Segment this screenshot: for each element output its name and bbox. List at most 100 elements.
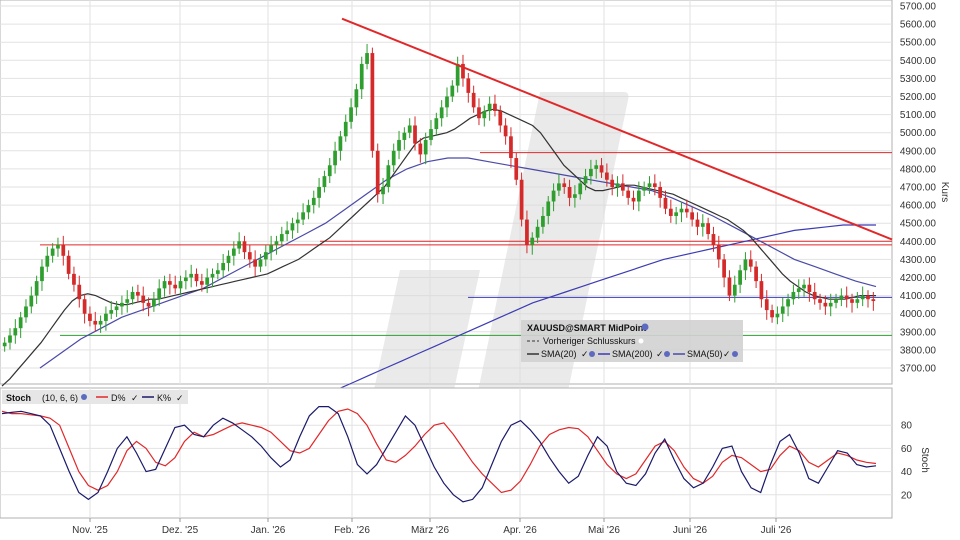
candle-body [844,295,849,300]
candle-body [269,244,273,253]
d-check-icon[interactable]: ✓ [131,393,139,403]
price-legend: XAUUSD@SMART MidPoint Vorheriger Schluss… [521,320,743,362]
candle-body [136,291,140,296]
candle-body [748,259,753,267]
x-tick-label: Juli '26 [761,525,792,536]
candle-body [274,241,279,245]
price-panel [0,0,893,500]
candle-body [402,132,407,140]
candle-body [818,299,822,303]
candle-body [679,208,684,213]
candle-body [663,197,668,209]
sma20-check-icon[interactable]: ✓ [581,349,589,359]
candle-body [642,187,647,191]
candle-body [674,212,679,216]
time-axis: Nov. '25 Dez. '25 Jan. '26 Feb. '26 März '26… [72,518,792,536]
candle-body [413,125,417,144]
candle-body [743,259,748,271]
stoch-legend: Stoch (10, 6, 6) D% ✓ K% ✓ [2,390,188,404]
candle-body [455,63,460,86]
candle-body [615,183,620,187]
candle-body [791,291,796,300]
candle-body [605,172,609,180]
candle-body [738,270,742,285]
candle-body [194,273,199,282]
candle-body [157,288,162,300]
stoch-title: Stoch [6,393,31,403]
price-tick-label: 4100.00 [900,291,937,302]
candle-body [482,110,487,119]
candle-body [839,295,844,300]
candle-body [242,241,247,253]
sma50-settings-icon[interactable] [732,351,738,357]
candle-body [429,129,433,140]
candle-body [503,125,508,137]
stoch-tick-label: 20 [901,490,913,501]
candle-body [338,136,343,151]
candle-body [370,53,375,151]
candle-body [386,165,391,187]
candle-body [567,187,572,198]
info-icon[interactable] [641,323,649,331]
x-tick-label: Dez. '25 [162,525,199,536]
sma20-settings-icon[interactable] [589,351,595,357]
candle-body [114,306,119,311]
candle-body [354,89,359,108]
trendline [341,17,893,241]
candle-body [61,244,66,256]
stoch-tick-label: 40 [901,467,913,478]
candle-body [802,284,806,289]
candle-body [706,223,710,235]
candle-body [573,194,577,198]
candle-body [866,295,870,300]
candle-body [18,317,23,329]
candle-body [796,288,801,292]
candle-body [381,187,385,195]
prev-close-dot-icon [638,338,644,344]
k-check-icon[interactable]: ✓ [176,393,184,403]
candle-body [775,313,780,318]
stoch-k-label: K% [157,393,171,403]
sma50-check-icon[interactable]: ✓ [723,349,731,359]
price-tick-label: 5000.00 [900,128,937,139]
candle-body [397,139,401,151]
sma200-settings-icon[interactable] [664,351,670,357]
stoch-axis-title: Stoch [919,447,930,473]
candle-body [562,183,567,187]
horizontal-levels [40,152,892,336]
candle-body [258,259,263,267]
stoch-settings-icon[interactable] [81,394,87,400]
x-tick-label: Nov. '25 [72,525,108,536]
candle-body [514,158,519,180]
x-tick-label: März '26 [411,525,449,536]
candle-body [445,96,449,108]
candle-body [610,179,615,187]
candle-body [823,302,828,307]
candle-body [754,266,758,282]
candle-body [189,273,194,278]
candle-body [98,320,103,325]
price-tick-label: 5600.00 [900,20,937,31]
sma200-check-icon[interactable]: ✓ [656,349,664,359]
candle-body [722,259,726,278]
candle-body [860,295,865,300]
candle-body [535,226,540,238]
price-tick-label: 4600.00 [900,201,937,212]
candle-body [311,197,316,206]
candle-body [29,295,34,307]
candle-body [375,150,380,195]
candle-body [279,234,284,242]
candle-body [178,281,183,289]
candle-body [88,313,92,321]
candle-body [525,219,529,245]
price-tick-label: 3800.00 [900,345,937,356]
price-tick-label: 5700.00 [900,2,937,13]
candle-body [199,281,204,285]
candle-body [551,190,556,202]
candle-body [578,183,583,195]
candle-body [493,103,497,111]
candle-body [221,263,226,271]
candle-body [120,302,124,307]
legend-sma200: SMA(200) [612,349,653,359]
